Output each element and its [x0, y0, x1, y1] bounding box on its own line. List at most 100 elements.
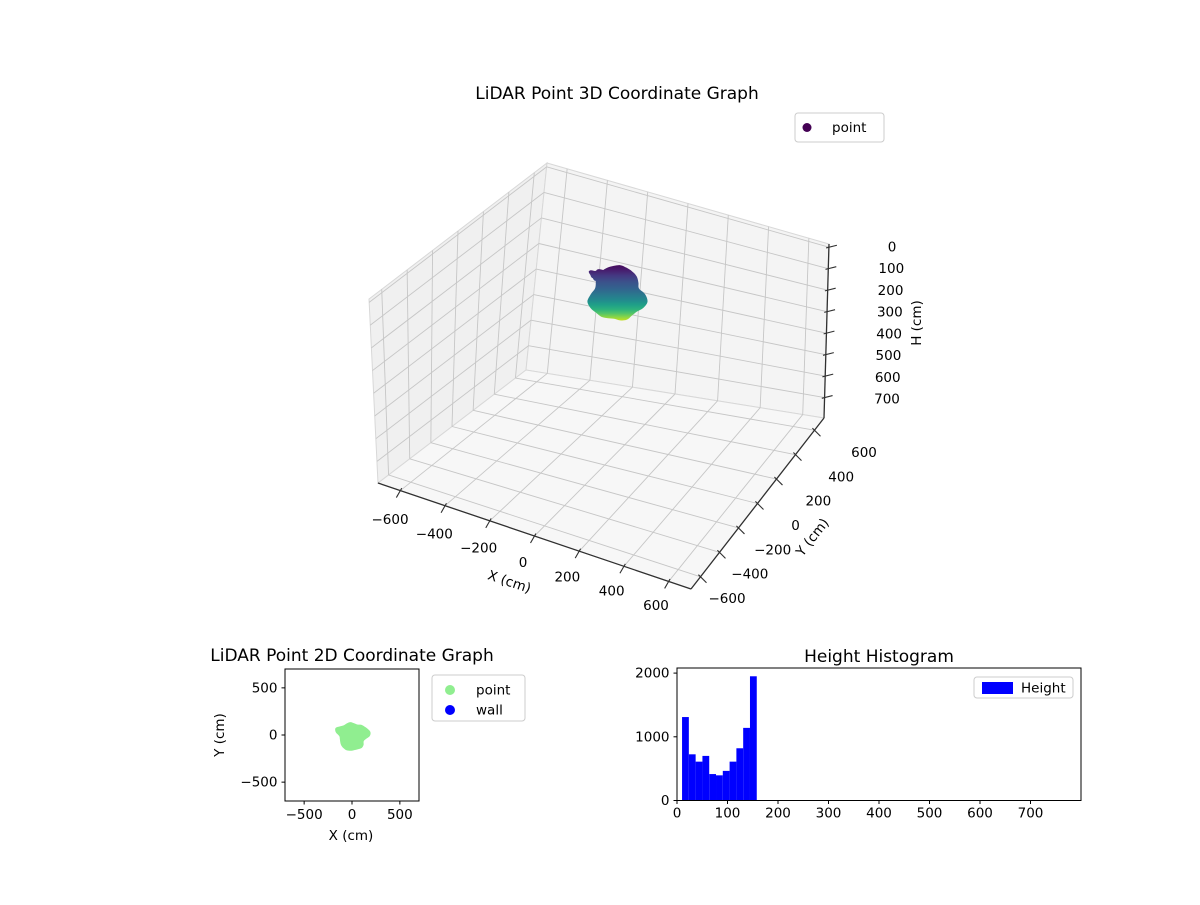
x-tick-label: 0 — [673, 806, 682, 822]
z-tick-label: 100 — [878, 261, 904, 277]
grid-y — [494, 393, 796, 456]
x-tick-label: −200 — [460, 541, 497, 557]
y-tick-label: 2000 — [635, 666, 669, 682]
grid-z — [528, 345, 825, 399]
x-tick — [619, 563, 626, 574]
y-tick-label: 600 — [851, 445, 877, 461]
grid-z — [375, 319, 532, 440]
grid-z — [372, 243, 540, 371]
plot2d-legend-label-point: point — [476, 683, 510, 699]
y-tick-label: −500 — [240, 775, 277, 791]
x-tick-label: 600 — [967, 806, 993, 822]
grid-z — [368, 166, 547, 303]
grid-z — [371, 217, 542, 349]
grid-x — [717, 215, 729, 401]
y-tick — [774, 476, 783, 486]
hist-bar — [709, 774, 717, 801]
grid-y — [381, 289, 390, 475]
grid-y — [430, 442, 739, 529]
plot2d-ylabel: Y (cm) — [212, 713, 228, 758]
histogram-legend-label-height: Height — [1021, 681, 1066, 697]
grid-z — [370, 192, 545, 326]
x-tick-label: 0 — [348, 807, 357, 823]
grid-y — [409, 458, 720, 553]
grid-x — [674, 203, 689, 395]
grid-y — [430, 250, 434, 443]
hist-bar — [743, 727, 750, 801]
x-tick — [574, 548, 582, 559]
z-tick — [822, 373, 834, 378]
legend-marker-point-3d — [802, 123, 812, 132]
hist-bar — [749, 676, 757, 801]
z-tick — [825, 266, 837, 270]
plot-2d-axes: −500 0 500 500 0 −500 LiDAR Point 2D Coordina… — [210, 646, 526, 844]
point-cloud-3d — [587, 265, 648, 321]
plot3d-panes — [368, 161, 830, 590]
y-tick-label: 200 — [805, 494, 831, 510]
z-axis-line — [823, 243, 830, 419]
x-tick-label: 600 — [643, 598, 669, 614]
z-tick — [824, 287, 836, 292]
grid-y — [515, 377, 815, 431]
hist-bar — [722, 770, 730, 801]
plot2d-legend-label-wall: wall — [476, 703, 503, 719]
y-tick — [717, 549, 726, 559]
y-tick — [812, 427, 821, 437]
grid-y — [406, 269, 411, 459]
plot2d-legend: point wall — [431, 674, 526, 722]
point-cluster-2d — [335, 722, 371, 751]
hist-bar — [729, 761, 737, 801]
x-tick — [440, 502, 447, 513]
plot3d-legend-label-point: point — [832, 120, 866, 136]
grid-y — [388, 474, 701, 578]
grid-x — [759, 226, 770, 408]
x-tick-label: 300 — [816, 806, 842, 822]
y-tick — [755, 501, 764, 510]
z-tick — [825, 244, 838, 249]
grid-y — [493, 192, 510, 395]
grid-z — [373, 268, 537, 394]
plot2d-title: LiDAR Point 2D Coordinate Graph — [210, 646, 494, 666]
grid-z — [374, 294, 534, 417]
grid-z — [538, 243, 828, 313]
x-tick-label: 400 — [866, 806, 892, 822]
point-cloud-blob — [587, 265, 648, 321]
grid-z — [546, 166, 830, 248]
grid-x — [631, 191, 649, 388]
grid-y — [451, 426, 758, 504]
x-tick-label: 0 — [519, 555, 528, 571]
hist-bar — [688, 754, 696, 801]
hist-bar — [716, 775, 723, 801]
hist-bar — [695, 761, 703, 801]
hist-bar — [702, 755, 710, 801]
x-tick — [485, 518, 492, 529]
y-tick-label: 0 — [791, 518, 800, 534]
hist-bar — [736, 748, 744, 801]
plot3d-title: LiDAR Point 3D Coordinate Graph — [475, 84, 759, 104]
y-tick-label: 1000 — [635, 729, 669, 745]
z-tick-label: 500 — [876, 348, 902, 364]
y-tick-label: −600 — [708, 591, 745, 607]
legend-marker-point-2d — [445, 685, 455, 695]
z-tick — [823, 330, 835, 335]
histogram-title: Height Histogram — [804, 647, 954, 667]
grid-z — [541, 217, 828, 291]
plot3d-legend: point — [794, 112, 885, 143]
legend-patch-height — [982, 682, 1013, 694]
legend-marker-wall-2d — [445, 705, 455, 715]
y-tick-label: −400 — [731, 567, 768, 583]
histogram-plot-area: 0 100 200 300 400 500 600 700 0 1000 2000 — [635, 666, 1082, 822]
z-tick-label: 600 — [875, 370, 901, 386]
x-tick-label: 700 — [1018, 806, 1044, 822]
grid-z — [376, 345, 529, 462]
x-tick-label: −500 — [286, 807, 323, 823]
y-tick-label: 0 — [269, 728, 278, 744]
x-tick-label: 400 — [599, 584, 625, 600]
x-tick — [395, 487, 403, 498]
y-tick-label: −200 — [754, 542, 791, 558]
plot3d-gridlines — [368, 166, 830, 582]
y-tick-label: 400 — [828, 469, 854, 485]
z-tick-label: 700 — [874, 392, 900, 408]
